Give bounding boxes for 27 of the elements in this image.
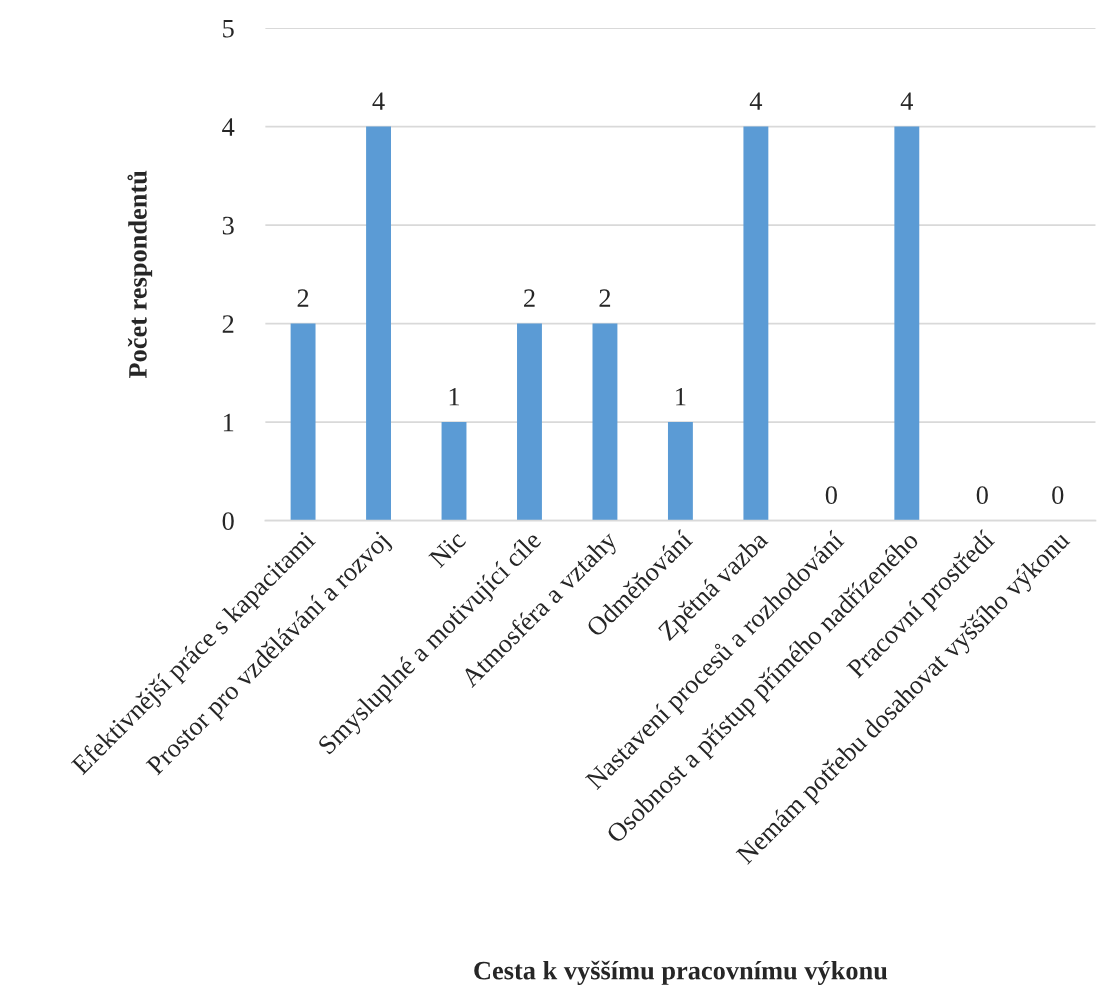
data-label: 1 [676, 387, 686, 406]
y-tick-label: 0 [222, 512, 234, 530]
data-label: 2 [297, 289, 309, 307]
data-label: 4 [900, 92, 914, 110]
bar [894, 126, 920, 521]
data-label: 4 [372, 92, 385, 110]
bar [743, 126, 769, 521]
bar [667, 422, 693, 521]
bar [366, 126, 391, 521]
data-label: 0 [1052, 486, 1064, 505]
data-label: 2 [599, 289, 611, 307]
bar [441, 422, 467, 521]
x-axis-title: Cesta k vyššímu pracovnímu výkonu [474, 960, 888, 985]
data-label: 0 [976, 486, 988, 505]
bar [517, 323, 542, 521]
bar [290, 323, 316, 521]
y-tick-label: 3 [222, 216, 234, 235]
y-tick-label: 4 [222, 118, 235, 136]
data-label: 2 [524, 289, 535, 307]
data-label: 1 [449, 387, 460, 406]
y-tick-label: 1 [223, 413, 234, 432]
y-tick-label: 5 [223, 19, 234, 38]
bar [592, 323, 618, 521]
y-axis-title: Počet respondentů [127, 170, 153, 379]
data-label: 0 [825, 486, 837, 505]
y-tick-label: 2 [222, 315, 234, 333]
data-label: 4 [749, 92, 763, 110]
